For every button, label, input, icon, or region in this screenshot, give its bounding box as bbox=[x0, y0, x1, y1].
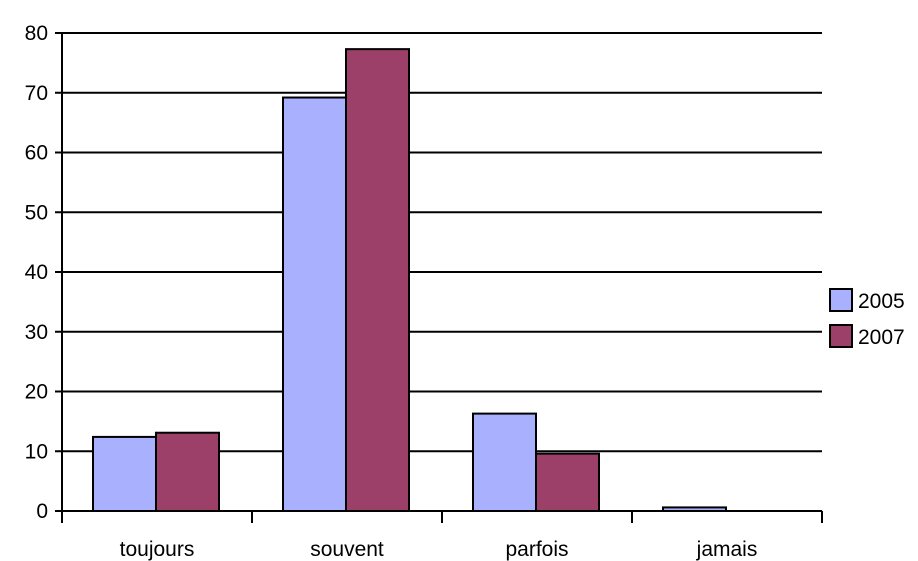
legend-swatch-2007 bbox=[829, 324, 853, 348]
gridlines bbox=[62, 32, 822, 453]
y-tick-label: 10 bbox=[25, 440, 48, 463]
legend: 2005 2007 bbox=[829, 288, 905, 349]
legend-label-2005: 2005 bbox=[858, 290, 905, 313]
x-tick-label: souvent bbox=[310, 538, 384, 561]
bar-2007-toujours bbox=[155, 431, 220, 513]
x-tick-label: toujours bbox=[120, 538, 195, 561]
bar-2005-parfois bbox=[472, 412, 537, 513]
y-tick-label: 20 bbox=[25, 381, 48, 404]
y-tick-label: 60 bbox=[25, 142, 48, 165]
bars bbox=[92, 48, 727, 513]
x-tick-label: jamais bbox=[696, 538, 758, 561]
y-tick-label: 30 bbox=[25, 321, 48, 344]
axes bbox=[55, 32, 823, 523]
y-tick-label: 50 bbox=[25, 201, 48, 224]
y-tick-label: 70 bbox=[25, 82, 48, 105]
y-tick-label: 80 bbox=[25, 22, 48, 45]
x-tick-labels: toujours souvent parfois jamais bbox=[120, 538, 758, 561]
legend-swatch-2005 bbox=[829, 288, 853, 312]
bar-2005-souvent bbox=[282, 96, 347, 512]
bar-2007-souvent bbox=[345, 48, 410, 512]
y-tick-labels: 0 10 20 30 40 50 60 70 80 bbox=[25, 22, 48, 523]
x-tick-label: parfois bbox=[505, 538, 568, 561]
bar-2007-parfois bbox=[535, 452, 600, 513]
y-tick-label: 0 bbox=[36, 500, 48, 523]
y-tick-label: 40 bbox=[25, 261, 48, 284]
legend-label-2007: 2007 bbox=[858, 326, 905, 349]
bar-2005-toujours bbox=[92, 435, 157, 512]
